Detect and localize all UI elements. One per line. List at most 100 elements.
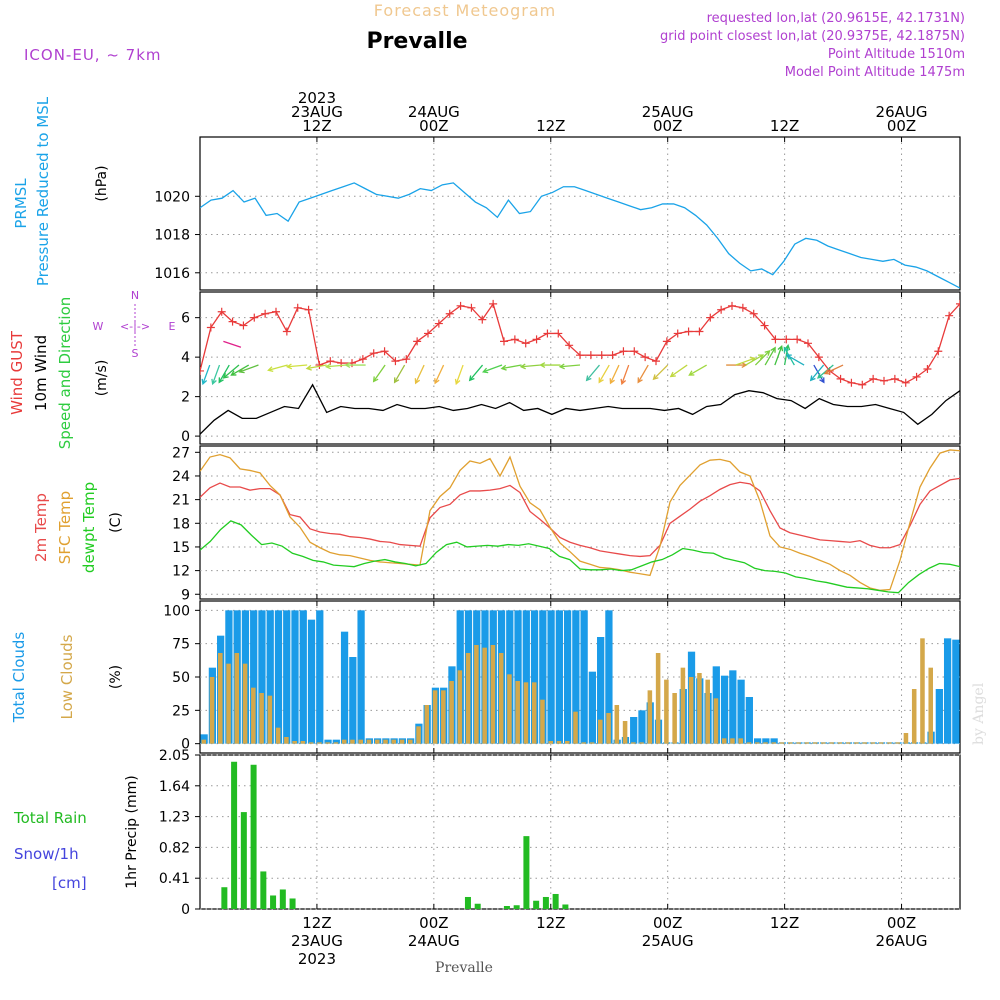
wind-direction-arrow xyxy=(774,344,784,366)
wind-direction-arrow xyxy=(285,363,308,370)
low-clouds-bar xyxy=(399,739,405,744)
low-clouds-bar xyxy=(457,670,463,744)
point-altitude: Point Altitude 1510m xyxy=(828,47,965,62)
compass-west: W xyxy=(93,320,104,333)
low-clouds-bar xyxy=(920,638,925,744)
gust-marker xyxy=(282,327,291,336)
compass-south: S xyxy=(132,347,139,360)
low-clouds-bar xyxy=(622,721,628,744)
pressure-ytick-label: 1018 xyxy=(154,228,190,244)
low-clouds-bar xyxy=(812,742,818,744)
rain-bar xyxy=(279,889,286,909)
bottom-time-label: 12Z xyxy=(536,914,565,932)
wind-ytick-label: 0 xyxy=(181,429,190,445)
pressure-label: PRMSL xyxy=(12,178,30,229)
precipitation-frame xyxy=(199,754,961,910)
temperature-unit: (C) xyxy=(108,512,124,533)
gust-marker xyxy=(478,315,487,324)
low-clouds-bar xyxy=(672,693,677,744)
top-time-label: 25AUG xyxy=(642,103,694,121)
gust-marker xyxy=(814,353,823,362)
gust-marker xyxy=(239,321,248,330)
low-clouds-bar xyxy=(498,653,504,744)
low-clouds-bar xyxy=(507,674,512,744)
low-clouds-bar xyxy=(870,742,876,744)
temperature-ytick-label: 12 xyxy=(172,564,190,580)
wind-direction-arrow xyxy=(823,364,844,375)
total-clouds-bar xyxy=(753,738,762,744)
low-clouds-bar xyxy=(639,742,644,744)
wind-direction-arrow xyxy=(344,362,366,369)
low-clouds-bar xyxy=(887,742,892,744)
gust-marker xyxy=(945,311,954,320)
precipitation-ytick-label: 0.82 xyxy=(159,840,190,856)
low-clouds-bar xyxy=(738,738,743,744)
low-clouds-bar xyxy=(763,742,768,744)
low-clouds-bar xyxy=(564,741,570,744)
precipitation-data xyxy=(221,761,569,909)
bottom-time-label: 24AUG xyxy=(408,932,460,950)
low-clouds-bar xyxy=(911,689,917,744)
total-clouds-bar xyxy=(729,670,737,744)
rain-bar xyxy=(523,836,530,909)
clouds-ytick-label: 75 xyxy=(172,637,190,653)
gust-marker xyxy=(217,307,226,316)
gust-marker xyxy=(369,349,378,358)
total-clouds-bar xyxy=(522,610,530,744)
total-clouds-bar xyxy=(291,610,299,744)
wind-direction-arrow xyxy=(558,363,581,370)
wind-direction-arrow xyxy=(230,364,250,376)
low-clouds-bar xyxy=(796,742,801,744)
low-clouds-bar xyxy=(829,742,834,744)
meteogram-subtitle: Forecast Meteogram xyxy=(374,1,556,20)
wind-direction-arrow xyxy=(620,364,630,386)
total-clouds-bar xyxy=(283,610,291,744)
pressure-data xyxy=(200,182,960,289)
wind-direction-arrow xyxy=(468,364,484,382)
low-clouds-bar xyxy=(598,719,603,744)
total-clouds-bar xyxy=(530,610,539,744)
total-clouds-bar xyxy=(250,610,258,744)
low-clouds-bar xyxy=(589,742,595,744)
temperature-ytick-label: 18 xyxy=(172,516,190,532)
top-time-label: 24AUG xyxy=(408,103,460,121)
low-clouds-bar xyxy=(771,742,777,744)
total-clouds-bar xyxy=(572,610,580,744)
rain-bar xyxy=(542,896,549,909)
wind-label: Speed and Direction xyxy=(56,297,74,450)
low-clouds-bar xyxy=(540,699,545,744)
temperature-label: SFC Temp xyxy=(56,491,74,564)
gust-marker xyxy=(576,351,584,360)
model-label: ICON-EU, ~ 7km xyxy=(24,46,162,64)
temperature-frame xyxy=(199,445,961,600)
top-time-label: 12Z xyxy=(302,117,331,135)
gust-marker xyxy=(586,351,595,360)
rain-bar xyxy=(513,905,520,909)
total-clouds-bar xyxy=(340,631,349,744)
gust-marker xyxy=(445,309,454,318)
top-time-label: 23AUG xyxy=(291,103,343,121)
requested-coords: requested lon,lat (20.9615E, 42.1731N) xyxy=(707,11,965,26)
gust-marker xyxy=(793,335,802,344)
total-clouds-bar xyxy=(630,717,638,744)
wind-label: Wind GUST xyxy=(8,330,26,415)
low-clouds-bar xyxy=(408,739,413,744)
temperature-label: dewpt Temp xyxy=(80,482,98,573)
gust-marker xyxy=(510,335,519,344)
gust-marker xyxy=(434,319,443,328)
low-clouds-bar xyxy=(358,739,363,744)
total-clouds-bar xyxy=(943,638,952,744)
low-clouds-bar xyxy=(878,742,884,744)
low-clouds-bar xyxy=(209,677,215,744)
gust-marker xyxy=(200,366,204,375)
low-clouds-bar xyxy=(300,741,306,744)
low-clouds-bar xyxy=(655,653,661,744)
low-clouds-bar xyxy=(862,742,867,744)
gust-marker xyxy=(641,353,650,362)
gust-marker xyxy=(293,303,302,312)
rain-label: Total Rain xyxy=(13,809,87,827)
total-clouds-bar xyxy=(349,657,357,744)
gust-marker xyxy=(206,323,215,332)
top-time-label: 12Z xyxy=(770,117,799,135)
total-clouds-bar xyxy=(200,734,208,744)
